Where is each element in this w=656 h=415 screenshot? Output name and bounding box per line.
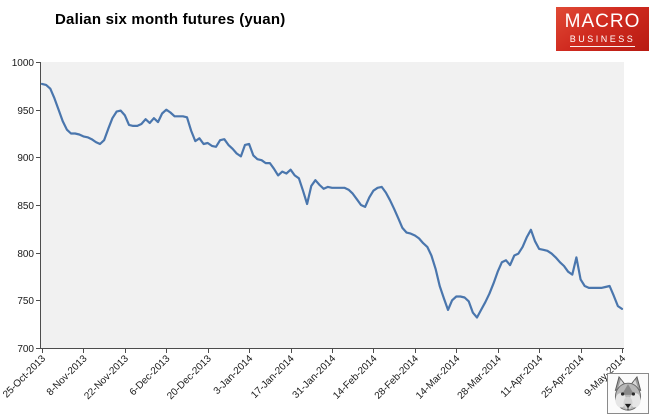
plot-area <box>40 62 624 348</box>
x-tick-label: 28-Mar-2014 <box>456 353 505 402</box>
x-tick-label: 22-Nov-2013 <box>82 353 131 402</box>
x-tick-label: 20-Dec-2013 <box>165 353 214 402</box>
macrobusiness-logo: MACRO BUSINESS <box>556 7 649 51</box>
y-tick-label: 1000 <box>12 58 35 69</box>
y-tick-label: 700 <box>17 344 34 355</box>
x-tick-label: 25-Apr-2014 <box>540 353 587 400</box>
wolf-head-icon <box>614 375 642 411</box>
wolf-logo-icon <box>607 373 649 414</box>
y-tick-label: 800 <box>17 249 34 260</box>
page-title: Dalian six month futures (yuan) <box>55 11 286 28</box>
logo-text-macro: MACRO <box>564 10 641 32</box>
logo-text-business: BUSINESS <box>569 34 636 47</box>
y-tick-label: 900 <box>17 153 34 164</box>
x-tick-label: 3-Jan-2014 <box>212 353 256 397</box>
x-tick-label: 8-Nov-2013 <box>45 353 90 398</box>
y-tick-label: 850 <box>17 201 34 212</box>
y-tick-label: 950 <box>17 106 34 117</box>
x-tick-label: 6-Dec-2013 <box>128 353 173 398</box>
x-tick-label: 25-Oct-2013 <box>1 353 48 400</box>
futures-line <box>40 82 624 319</box>
y-tick-label: 750 <box>17 296 34 307</box>
x-tick-label: 17-Jan-2014 <box>249 353 297 401</box>
